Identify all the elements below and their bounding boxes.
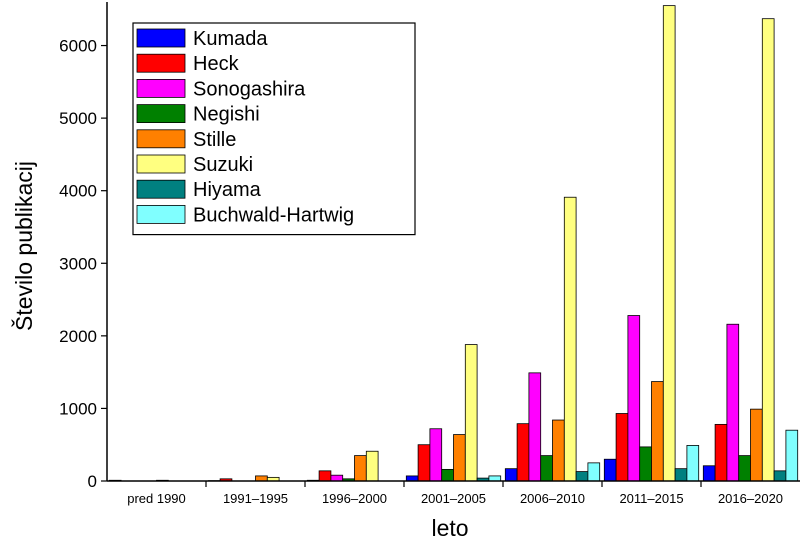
bar-sonogashira-5 bbox=[627, 315, 641, 482]
bar-suzuki-4 bbox=[563, 196, 577, 482]
bar-negishi-4 bbox=[540, 455, 553, 482]
bar-heck-2 bbox=[318, 470, 332, 482]
bar-kumada-5 bbox=[603, 458, 617, 482]
legend-label: Stille bbox=[193, 129, 236, 151]
bar-heck-4 bbox=[516, 423, 530, 482]
legend-label: Kumada bbox=[193, 28, 268, 50]
bar-heck-3 bbox=[417, 444, 431, 482]
y-tick-label: 3000 bbox=[59, 254, 97, 273]
legend-swatch bbox=[136, 53, 186, 73]
x-category-label: 2016–2020 bbox=[718, 491, 783, 506]
bar-kumada-6 bbox=[702, 465, 716, 482]
bar-negishi-6 bbox=[738, 455, 751, 482]
x-categories: pred 1990 1991–1995 1996–2000 2001–2005 2006… bbox=[127, 481, 783, 506]
x-category-label: 2011–2015 bbox=[619, 491, 683, 506]
bar-suzuki-2 bbox=[365, 450, 379, 482]
y-tick-label: 5000 bbox=[59, 109, 97, 128]
bar-suzuki-5 bbox=[662, 5, 676, 482]
bar-sonogashira-4 bbox=[528, 372, 542, 482]
legend-label: Suzuki bbox=[193, 154, 253, 176]
bar-stille-1 bbox=[255, 475, 268, 482]
x-category-label: 1996–2000 bbox=[322, 491, 387, 506]
legend-swatch bbox=[136, 179, 186, 199]
bar-suzuki-3 bbox=[464, 344, 478, 482]
x-axis-title: leto bbox=[431, 515, 468, 540]
legend-label: Hiyama bbox=[193, 179, 262, 201]
y-tick-label: 2000 bbox=[59, 327, 97, 346]
bar-heck-6 bbox=[714, 423, 728, 482]
bar-sonogashira-2 bbox=[330, 474, 344, 482]
bar-heck-5 bbox=[615, 413, 629, 482]
y-axis-title: Število publikacij bbox=[10, 161, 37, 331]
legend-swatch bbox=[136, 154, 186, 174]
bar-kumada-4 bbox=[504, 468, 518, 482]
legend-swatch bbox=[136, 104, 186, 123]
legend-label: Buchwald-Hartwig bbox=[193, 204, 354, 226]
y-tick-label: 0 bbox=[88, 472, 97, 491]
legend-label: Heck bbox=[193, 53, 240, 75]
legend-swatch bbox=[136, 129, 186, 149]
bar-negishi-5 bbox=[639, 446, 652, 482]
bar-stille-2 bbox=[354, 455, 367, 482]
legend-label: Negishi bbox=[193, 104, 260, 126]
x-category-label: 2006–2010 bbox=[520, 491, 585, 506]
bar-buchwald-hartwig-6 bbox=[785, 429, 799, 482]
bar-stille-4 bbox=[552, 419, 565, 482]
y-ticks: 0 1000 2000 3000 4000 5000 6000 bbox=[59, 37, 107, 491]
y-tick-label: 6000 bbox=[59, 37, 97, 56]
y-tick-label: 1000 bbox=[59, 399, 97, 418]
legend-label: Sonogashira bbox=[193, 78, 306, 100]
bar-stille-6 bbox=[750, 408, 763, 482]
bar-sonogashira-6 bbox=[726, 323, 740, 482]
bar-buchwald-hartwig-3 bbox=[488, 475, 502, 482]
axes bbox=[106, 2, 800, 482]
bar-kumada-3 bbox=[405, 475, 419, 482]
bar-hiyama-4 bbox=[575, 471, 589, 482]
legend: Kumada Heck Sonogashira Negishi Stille Suzuki… bbox=[132, 22, 416, 236]
bar-buchwald-hartwig-4 bbox=[587, 462, 601, 482]
bar-stille-5 bbox=[651, 381, 664, 482]
bar-negishi-3 bbox=[441, 468, 454, 482]
legend-swatch bbox=[136, 28, 186, 48]
bar-hiyama-6 bbox=[773, 470, 787, 482]
legend-swatch bbox=[136, 204, 186, 224]
bar-hiyama-5 bbox=[674, 468, 688, 482]
bar-buchwald-hartwig-5 bbox=[686, 445, 700, 482]
bar-sonogashira-3 bbox=[429, 428, 443, 482]
x-category-label: pred 1990 bbox=[127, 491, 186, 506]
bars-layer bbox=[108, 5, 799, 482]
y-tick-label: 4000 bbox=[59, 182, 97, 201]
x-category-label: 1991–1995 bbox=[223, 491, 288, 506]
bar-suzuki-6 bbox=[761, 18, 775, 482]
legend-swatch bbox=[136, 79, 186, 98]
bar-stille-3 bbox=[453, 434, 466, 482]
x-category-label: 2001–2005 bbox=[421, 491, 486, 506]
